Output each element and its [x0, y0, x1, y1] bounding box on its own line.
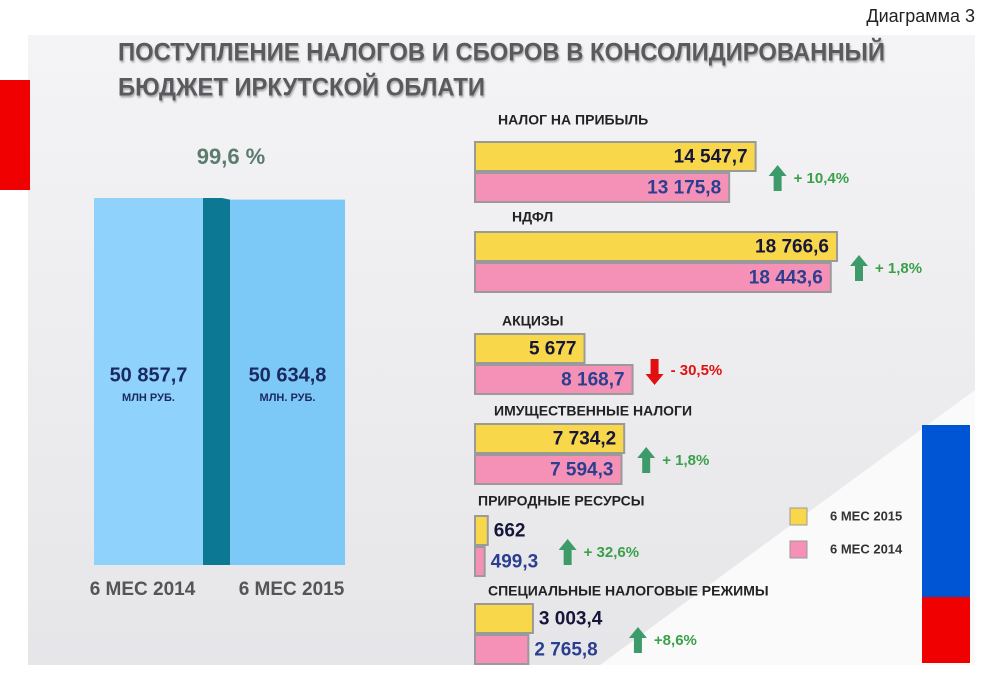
value-label: 18 766,6 — [755, 237, 829, 258]
column — [94, 198, 203, 565]
change-label: + 10,4% — [794, 170, 849, 187]
value-label: 5 677 — [529, 339, 577, 360]
value-label: 14 547,7 — [674, 147, 748, 168]
legend-swatch — [789, 507, 808, 526]
bar — [474, 603, 534, 634]
title-line: ПОСТУПЛЕНИЕ НАЛОГОВ И СБОРОВ В КОНСОЛИДИ… — [118, 37, 885, 67]
category-label: ИМУЩЕСТВЕННЫЕ НАЛОГИ — [494, 403, 692, 419]
category-label: НДФЛ — [512, 209, 553, 225]
legend-label: 6 МЕС 2014 — [830, 541, 903, 556]
flag-red — [922, 597, 970, 663]
bar — [474, 454, 623, 485]
change-label: + 1,8% — [875, 260, 922, 277]
value-label: 3 003,4 — [539, 609, 603, 630]
change-arrow — [558, 539, 577, 565]
bar — [474, 634, 530, 665]
change-arrow — [637, 447, 656, 473]
unit-label: МЛН РУБ. — [122, 392, 175, 404]
panel-shade — [600, 390, 975, 665]
category-label: СПЕЦИАЛЬНЫЕ НАЛОГОВЫЕ РЕЖИМЫ — [488, 583, 769, 599]
category-label: ПРИРОДНЫЕ РЕСУРСЫ — [478, 493, 644, 509]
change-label: + 32,6% — [584, 544, 639, 561]
value-label: 8 168,7 — [561, 370, 624, 391]
category-label: 6 МЕС 2014 — [90, 579, 196, 600]
bar — [474, 333, 586, 364]
legend-swatch — [789, 540, 808, 559]
unit-label: МЛН. РУБ. — [260, 392, 316, 404]
bar — [474, 546, 486, 577]
category-label: НАЛОГ НА ПРИБЫЛЬ — [498, 112, 648, 128]
value-label: 13 175,8 — [647, 178, 721, 199]
category-label: 6 МЕС 2015 — [239, 579, 345, 600]
bar — [474, 141, 757, 172]
column — [230, 199, 345, 565]
value-label: 2 765,8 — [534, 640, 597, 661]
value-label: 662 — [494, 521, 526, 542]
change-label: - 30,5% — [671, 362, 723, 379]
flag-red-left — [0, 80, 30, 190]
column-chart: 50 857,7 МЛН РУБ. 6 МЕС 2014 50 634,8 МЛН. Р… — [90, 144, 345, 600]
bar — [474, 262, 832, 293]
change-arrow — [768, 165, 787, 191]
value-label: 499,3 — [491, 552, 539, 573]
value-label: 50 857,7 — [110, 364, 188, 386]
value-label: 7 594,3 — [550, 460, 613, 481]
category-label: АКЦИЗЫ — [502, 313, 563, 329]
diagram-label: Диаграмма 3 — [866, 6, 975, 26]
change-label: +8,6% — [654, 632, 697, 649]
bar — [474, 423, 626, 454]
connector — [203, 198, 230, 565]
bar — [474, 515, 489, 546]
value-label: 18 443,6 — [749, 268, 823, 289]
bar — [474, 172, 731, 203]
title-line: БЮДЖЕТ ИРКУТСКОЙ ОБЛАТИ — [118, 72, 485, 102]
legend-label: 6 МЕС 2015 — [830, 508, 902, 523]
ratio-label: 99,6 % — [197, 144, 266, 169]
bar — [474, 231, 838, 262]
value-label: 7 734,2 — [553, 429, 616, 450]
flag-blue — [922, 425, 970, 597]
change-arrow — [628, 627, 647, 653]
change-arrow — [645, 359, 664, 385]
change-arrow — [850, 255, 868, 281]
hbar-chart: НАЛОГ НА ПРИБЫЛЬ 14 547,7 13 175,8 + 10,4% Н… — [474, 112, 922, 665]
bar — [474, 364, 634, 395]
change-label: + 1,8% — [662, 452, 709, 469]
value-label: 50 634,8 — [249, 364, 327, 386]
